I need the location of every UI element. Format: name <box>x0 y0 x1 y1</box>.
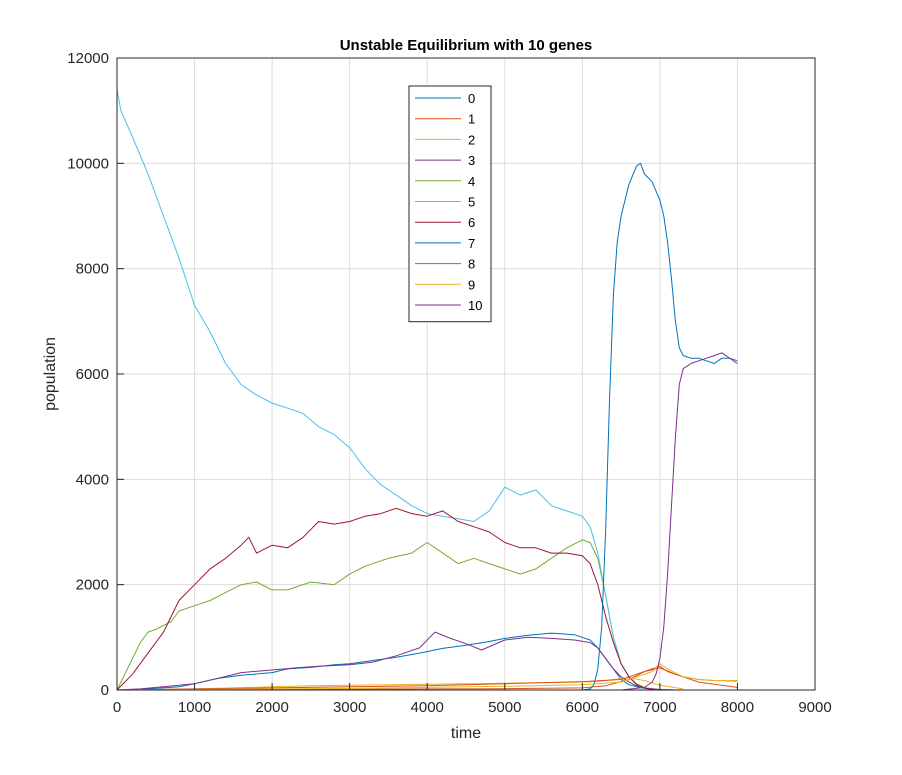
y-axis-ticks: 0 2000 4000 6000 8000 10000 12000 <box>67 50 124 699</box>
legend: 0 1 2 3 4 5 6 7 8 9 10 <box>408 85 492 323</box>
series-line-6 <box>116 507 653 691</box>
x-tick-label: 1000 <box>178 699 211 716</box>
legend-entry-0: 0 <box>415 91 475 106</box>
legend-label: 3 <box>468 153 475 168</box>
y-tick-label: 6000 <box>76 366 109 383</box>
legend-label: 1 <box>468 112 475 127</box>
legend-entry-10: 10 <box>415 298 482 313</box>
series-line-3 <box>116 631 676 691</box>
legend-label: 9 <box>468 277 475 292</box>
legend-label: 7 <box>468 236 475 251</box>
legend-entry-8: 8 <box>415 257 475 272</box>
y-axis-label: population <box>42 337 59 411</box>
x-tick-label: 0 <box>113 699 121 716</box>
x-tick-label: 7000 <box>643 699 676 716</box>
legend-entry-9: 9 <box>415 277 475 292</box>
x-tick-label: 6000 <box>566 699 599 716</box>
x-tick-label: 5000 <box>488 699 521 716</box>
x-tick-label: 9000 <box>798 699 831 716</box>
series-line-2 <box>116 677 684 691</box>
y-tick-label: 8000 <box>76 261 109 278</box>
series-line-4 <box>116 539 653 691</box>
legend-entry-2: 2 <box>415 132 475 147</box>
x-tick-label: 2000 <box>255 699 288 716</box>
legend-label: 6 <box>468 215 475 230</box>
series-layer <box>116 89 738 691</box>
y-tick-label: 10000 <box>67 155 109 172</box>
y-tick-label: 0 <box>101 682 109 699</box>
legend-label: 10 <box>468 298 482 313</box>
legend-label: 0 <box>468 91 475 106</box>
x-tick-label: 3000 <box>333 699 366 716</box>
series-line-9 <box>116 663 738 691</box>
y-tick-label: 4000 <box>76 471 109 488</box>
legend-box <box>408 85 492 323</box>
legend-entry-7: 7 <box>415 236 475 251</box>
y-tick-label: 12000 <box>67 50 109 67</box>
legend-label: 4 <box>468 174 475 189</box>
y-tick-label: 2000 <box>76 577 109 594</box>
series-line-5 <box>116 89 645 689</box>
legend-entry-6: 6 <box>415 215 475 230</box>
series-line-0 <box>116 632 684 691</box>
x-tick-label: 4000 <box>411 699 444 716</box>
x-axis-ticks: 0 1000 2000 3000 4000 5000 6000 7000 8000 9000 <box>113 683 832 716</box>
x-tick-label: 8000 <box>721 699 754 716</box>
chart-title: Unstable Equilibrium with 10 genes <box>340 37 593 54</box>
legend-entry-5: 5 <box>415 195 475 210</box>
legend-label: 5 <box>468 195 475 210</box>
legend-entry-4: 4 <box>415 174 475 189</box>
series-line-7 <box>117 162 738 691</box>
legend-label: 8 <box>468 257 475 272</box>
legend-label: 2 <box>468 132 475 147</box>
x-axis-label: time <box>451 725 481 742</box>
legend-entry-1: 1 <box>415 112 475 127</box>
legend-entry-3: 3 <box>415 153 475 168</box>
series-line-10 <box>117 352 738 691</box>
